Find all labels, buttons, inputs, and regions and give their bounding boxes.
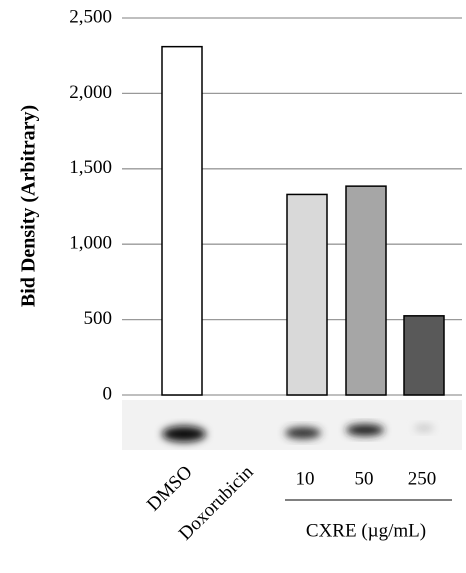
y-tick-label: 1,000 [69,233,112,254]
bar [346,186,386,395]
x-tick-label: 50 [355,468,374,489]
bar [162,47,202,395]
bar [404,316,444,395]
blot-background [122,400,462,450]
y-tick-label: 500 [84,308,113,329]
blot-band [346,424,384,436]
y-tick-label: 1,500 [69,157,112,178]
blot [122,400,462,450]
group-label: CXRE (µg/mL) [306,520,426,541]
y-tick-label: 2,000 [69,82,112,103]
y-axis-title: Bid Density (Arbitrary) [18,105,40,307]
blot-band [285,427,321,439]
blot-band [162,426,206,442]
x-tick-label: 250 [408,468,437,489]
y-tick-label: 0 [103,383,113,404]
x-tick-label: 10 [296,468,315,489]
x-tick-label: DMSO [143,462,197,516]
bar [287,194,327,395]
y-tick-label: 2,500 [69,6,112,27]
blot-band [414,424,434,432]
page: Bid Density (Arbitrary) CXRE (µg/mL) 0 50… [0,0,466,573]
chart: Bid Density (Arbitrary) CXRE (µg/mL) 0 50… [0,0,466,573]
